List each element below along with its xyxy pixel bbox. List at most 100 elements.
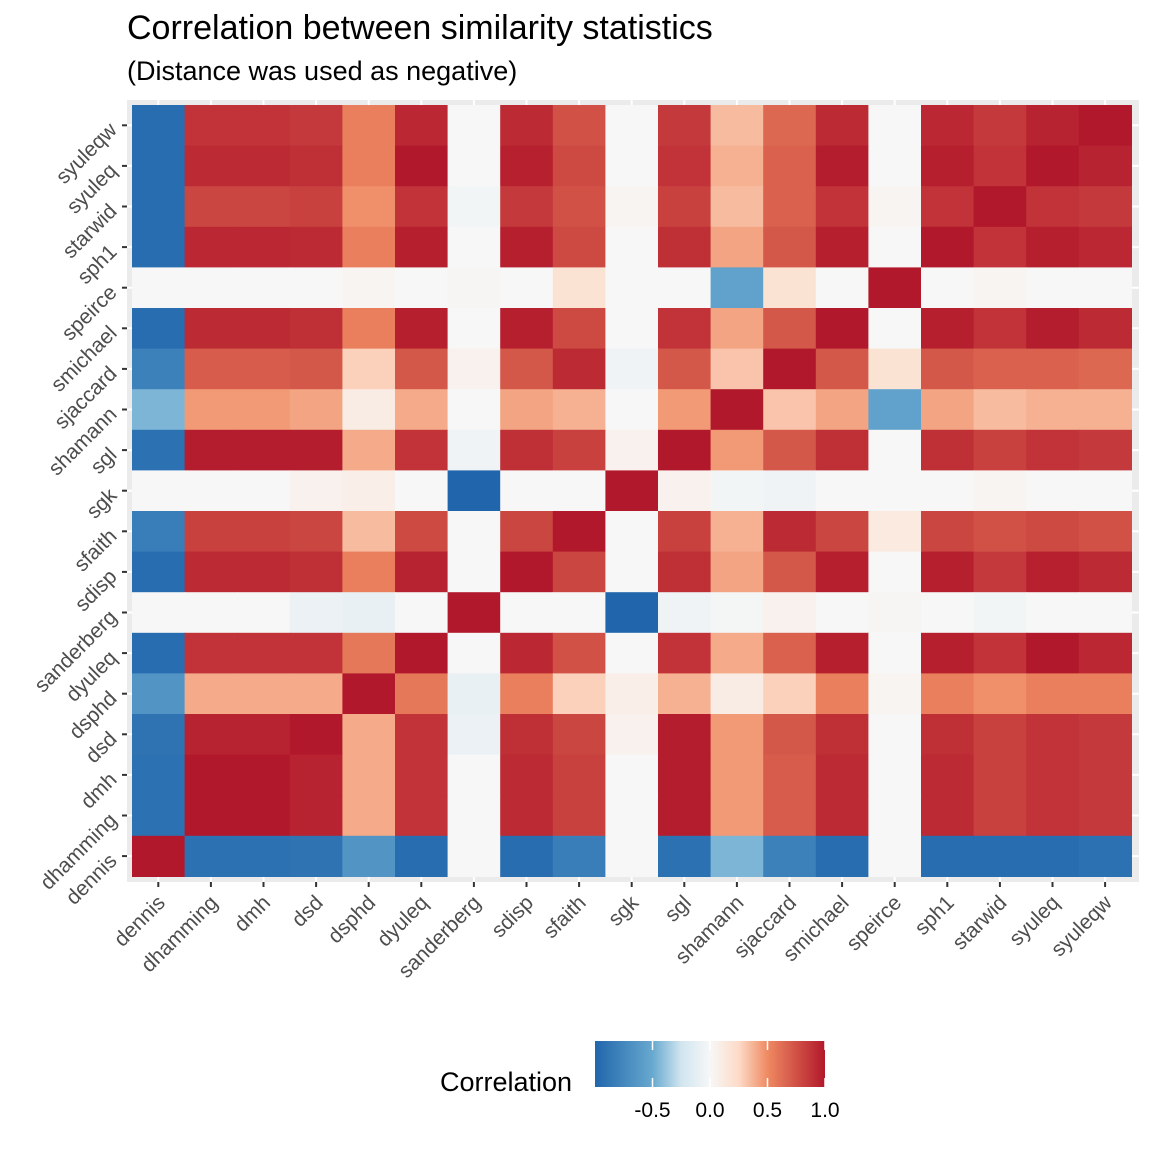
heatmap-cell-starwid-shamann (710, 186, 764, 228)
heatmap-cell-shamann-syuleq (1026, 389, 1080, 431)
heatmap-cell-dyuleq-smichael (815, 632, 869, 674)
heatmap-cell-dyuleq-speirce (868, 632, 922, 674)
heatmap-cell-sdisp-dmh (237, 551, 291, 593)
heatmap-cell-shamann-dsphd (342, 389, 396, 431)
heatmap-cell-sfaith-dsphd (342, 511, 396, 553)
heatmap-cell-syuleq-sgk (605, 145, 659, 187)
heatmap-cell-sfaith-dennis (132, 511, 186, 553)
heatmap-cell-sgl-sgk (605, 429, 659, 471)
heatmap-cell-sjaccard-sgk (605, 348, 659, 390)
heatmap-cell-syuleq-sph1 (921, 145, 975, 187)
heatmap-cell-dyuleq-dsphd (342, 632, 396, 674)
heatmap-cell-syuleq-dhamming (184, 145, 238, 187)
legend-tick-label: -0.5 (634, 1099, 670, 1122)
heatmap-cell-sgk-dyuleq (395, 470, 449, 512)
heatmap-cell-sjaccard-starwid (973, 348, 1027, 390)
heatmap-cell-dhamming-dhamming (184, 795, 238, 837)
heatmap-cell-syuleq-dsd (289, 145, 343, 187)
heatmap-cell-shamann-dyuleq (395, 389, 449, 431)
heatmap-cell-dmh-syuleqw (1078, 754, 1132, 796)
heatmap-cell-sjaccard-sfaith (552, 348, 606, 390)
chart-subtitle: (Distance was used as negative) (127, 56, 517, 86)
x-tick-label-sph1: sph1 (910, 891, 958, 939)
heatmap-cell-dyuleq-sdisp (500, 632, 554, 674)
heatmap-cell-sdisp-syuleq (1026, 551, 1080, 593)
heatmap-cell-sgk-dennis (132, 470, 186, 512)
heatmap-cell-dsphd-dhamming (184, 673, 238, 715)
heatmap-cell-sdisp-speirce (868, 551, 922, 593)
heatmap-cell-sgk-sph1 (921, 470, 975, 512)
heatmap-cell-sanderberg-dhamming (184, 592, 238, 634)
legend-tick-label: 0.5 (753, 1099, 782, 1122)
heatmap-cell-syuleq-dyuleq (395, 145, 449, 187)
heatmap-cell-dsphd-sph1 (921, 673, 975, 715)
heatmap-cell-sanderberg-sfaith (552, 592, 606, 634)
heatmap-cell-syuleq-dennis (132, 145, 186, 187)
heatmap-cell-sjaccard-dhamming (184, 348, 238, 390)
heatmap-cell-sph1-starwid (973, 226, 1027, 268)
heatmap-cell-dsd-sph1 (921, 714, 975, 756)
heatmap-cell-shamann-syuleqw (1078, 389, 1132, 431)
heatmap-cell-sph1-shamann (710, 226, 764, 268)
heatmap-cell-sdisp-sph1 (921, 551, 975, 593)
heatmap-cell-sfaith-speirce (868, 511, 922, 553)
y-tick-label-sdisp: sdisp (71, 565, 122, 616)
heatmap-cell-sdisp-syuleqw (1078, 551, 1132, 593)
heatmap-cell-shamann-starwid (973, 389, 1027, 431)
heatmap-cell-sanderberg-sgk (605, 592, 659, 634)
heatmap-cell-sfaith-dyuleq (395, 511, 449, 553)
heatmap-cell-starwid-syuleq (1026, 186, 1080, 228)
heatmap-cell-dyuleq-sanderberg (447, 632, 501, 674)
heatmap-cell-sph1-dsphd (342, 226, 396, 268)
heatmap-cell-sgk-speirce (868, 470, 922, 512)
heatmap-cell-dsd-dyuleq (395, 714, 449, 756)
heatmap-cell-syuleq-smichael (815, 145, 869, 187)
heatmap-cell-smichael-dhamming (184, 308, 238, 350)
heatmap-cell-dsphd-smichael (815, 673, 869, 715)
chart-title: Correlation between similarity statistic… (127, 9, 713, 47)
heatmap-cell-dsd-smichael (815, 714, 869, 756)
heatmap-cell-smichael-dennis (132, 308, 186, 350)
heatmap-cell-dennis-sgl (658, 835, 712, 877)
heatmap-cell-shamann-sdisp (500, 389, 554, 431)
heatmap-cell-sph1-dennis (132, 226, 186, 268)
heatmap-cell-sgk-dsphd (342, 470, 396, 512)
heatmap-cell-smichael-dsd (289, 308, 343, 350)
heatmap-cell-dhamming-sgk (605, 795, 659, 837)
heatmap-cell-dyuleq-sgk (605, 632, 659, 674)
heatmap-cell-dennis-sgk (605, 835, 659, 877)
heatmap-cell-sgk-sgk (605, 470, 659, 512)
heatmap-cell-dsd-speirce (868, 714, 922, 756)
heatmap-cell-sjaccard-dmh (237, 348, 291, 390)
heatmap-cell-dhamming-sfaith (552, 795, 606, 837)
heatmap-cell-syuleqw-sgk (605, 105, 659, 147)
heatmap-cell-dsd-shamann (710, 714, 764, 756)
heatmap-cell-sfaith-dmh (237, 511, 291, 553)
heatmap-cell-sgl-speirce (868, 429, 922, 471)
heatmap-cell-sfaith-smichael (815, 511, 869, 553)
heatmap-cell-dennis-syuleq (1026, 835, 1080, 877)
heatmap-cell-dsphd-shamann (710, 673, 764, 715)
heatmap-cell-sfaith-sgl (658, 511, 712, 553)
heatmap-cell-shamann-sanderberg (447, 389, 501, 431)
heatmap-cell-sgl-smichael (815, 429, 869, 471)
heatmap-cell-syuleq-sgl (658, 145, 712, 187)
heatmap-cell-sdisp-sanderberg (447, 551, 501, 593)
heatmap-cell-smichael-dyuleq (395, 308, 449, 350)
heatmap-cell-shamann-sfaith (552, 389, 606, 431)
heatmap-cell-syuleqw-dmh (237, 105, 291, 147)
heatmap-cell-starwid-dsd (289, 186, 343, 228)
heatmap-cell-syuleq-syuleq (1026, 145, 1080, 187)
heatmap-cell-dmh-sjaccard (763, 754, 817, 796)
heatmap-cell-sgl-dyuleq (395, 429, 449, 471)
heatmap-cell-smichael-sph1 (921, 308, 975, 350)
heatmap-cell-dsphd-dyuleq (395, 673, 449, 715)
heatmap-cell-sgk-syuleqw (1078, 470, 1132, 512)
heatmap-cell-speirce-sph1 (921, 267, 975, 309)
heatmap-cell-sanderberg-sdisp (500, 592, 554, 634)
heatmap-cell-sgk-syuleq (1026, 470, 1080, 512)
heatmap-cell-sph1-syuleqw (1078, 226, 1132, 268)
heatmap-cell-starwid-sgl (658, 186, 712, 228)
heatmap-cell-dennis-dhamming (184, 835, 238, 877)
